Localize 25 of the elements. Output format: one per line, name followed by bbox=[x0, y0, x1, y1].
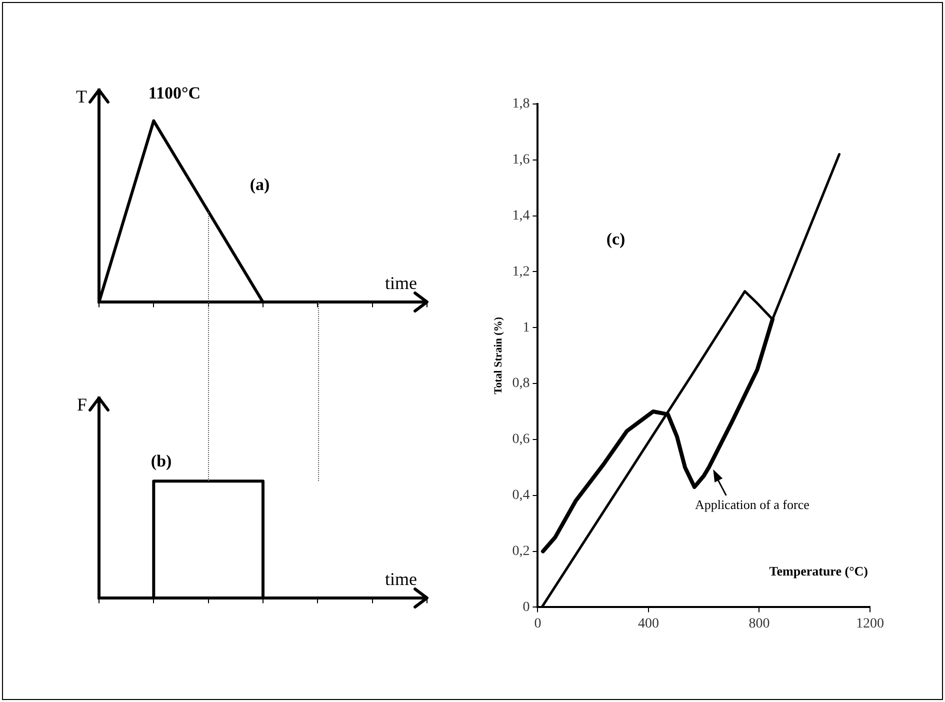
x-tick-label: 800 bbox=[748, 616, 770, 632]
x-axis-title: time bbox=[385, 272, 418, 293]
y-tick-label: 1,4 bbox=[512, 208, 530, 224]
annotation: Application of a force bbox=[694, 496, 810, 512]
y-axis-title: F bbox=[76, 394, 87, 415]
annotation: (c) bbox=[606, 229, 626, 248]
y-tick-label: 0,2 bbox=[512, 544, 530, 559]
text: (b) bbox=[150, 451, 172, 470]
text: 1100°C bbox=[148, 84, 201, 103]
x-axis-title: Temperature (°C) bbox=[769, 564, 868, 579]
y-tick-label: 1,2 bbox=[512, 264, 530, 280]
annotation: (a) bbox=[250, 174, 270, 194]
x-axis-title: time bbox=[385, 568, 418, 589]
y-tick-label: 0,6 bbox=[512, 432, 530, 448]
y-axis-title: Total Strain (%) bbox=[492, 316, 504, 394]
y-tick-label: 0,4 bbox=[512, 488, 530, 504]
x-tick-label: 0 bbox=[534, 616, 542, 632]
y-tick-label: 1,6 bbox=[512, 152, 530, 168]
y-tick-label: 1 bbox=[522, 320, 530, 336]
x-tick-label: 400 bbox=[638, 616, 659, 632]
y-tick-label: 0,8 bbox=[512, 376, 530, 392]
y-tick-label: 0 bbox=[522, 600, 530, 615]
y-tick-label: 1,8 bbox=[512, 96, 530, 112]
y-axis-title: T bbox=[76, 86, 87, 107]
x-tick-label: 1200 bbox=[856, 616, 884, 632]
